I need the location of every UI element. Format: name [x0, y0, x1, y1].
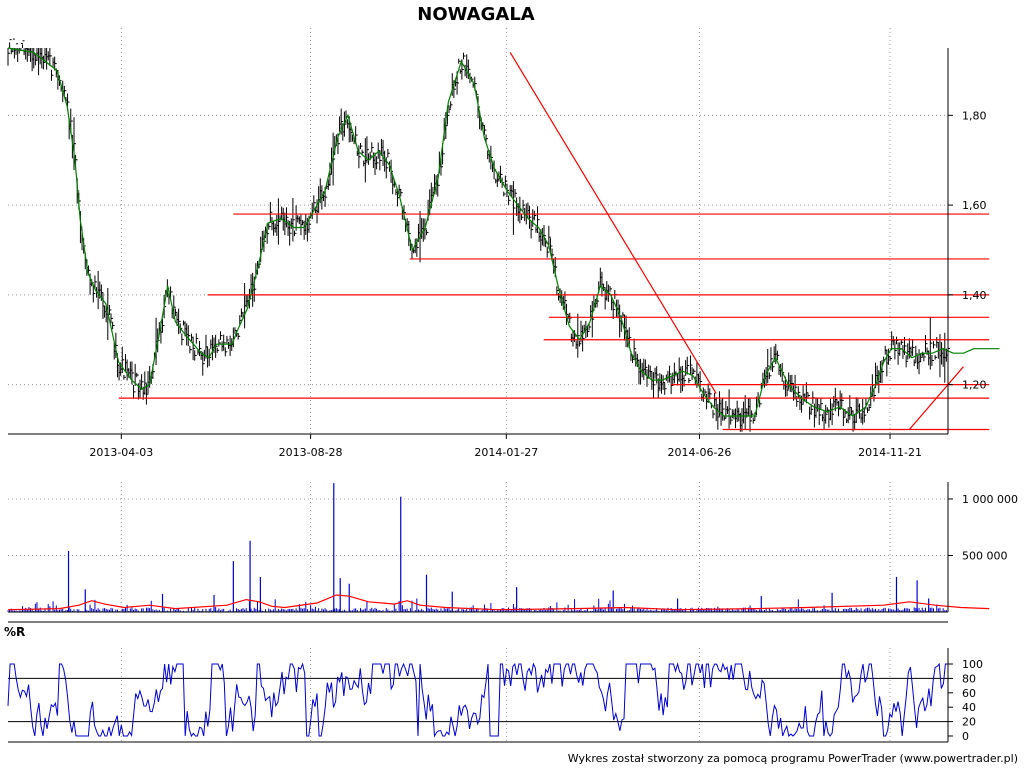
williams-r-tick-label: 40: [962, 701, 976, 714]
williams-r-series-line: [7, 662, 948, 738]
price-x-tick-label: 2013-04-03: [89, 446, 153, 459]
price-grid: [8, 28, 948, 742]
trendlines: [118, 52, 990, 431]
price-x-tick-label: 2014-11-21: [858, 446, 922, 459]
price-y-ticks: 1,20 1,40 1,60 1,80: [948, 109, 987, 392]
williams-r-tick-label: 60: [962, 687, 976, 700]
volume-grid: [8, 498, 948, 556]
williams-r-tick-label: 20: [962, 716, 976, 729]
volume-average-line: [7, 594, 990, 611]
williams-r-grid: [8, 677, 948, 723]
trendline: [509, 52, 717, 394]
volume-bars: [7, 483, 949, 612]
williams-r-tick-label: 0: [962, 730, 969, 743]
price-y-tick-label: 1,80: [962, 109, 987, 122]
volume-y-ticks: 500 000 1 000 000: [948, 493, 1018, 562]
volume-average: [7, 594, 990, 611]
volume-y-tick-label: 500 000: [962, 549, 1008, 562]
price-y-tick-label: 1,40: [962, 289, 987, 302]
moving-average-line: [7, 47, 1000, 417]
price-x-tick-label: 2014-01-27: [474, 446, 538, 459]
price-x-ticks: 2013-04-03 2013-08-28 2014-01-27 2014-06-26…: [89, 434, 922, 459]
price-y-tick-label: 1,20: [962, 379, 987, 392]
williams-r-line: [7, 662, 948, 738]
williams-r-label: %R: [4, 625, 25, 639]
chart-title: NOWAGALA: [417, 4, 535, 25]
moving-average: [7, 47, 1000, 417]
volume-panel: 500 000 1 000 000: [7, 482, 1018, 613]
price-y-tick-label: 1,60: [962, 199, 987, 212]
williams-r-tick-label: 80: [962, 672, 976, 685]
price-panel: 1,201,401,601,80 2013-04-03 2013-08-28 201…: [7, 28, 1000, 742]
price-x-tick-label: 2013-08-28: [279, 446, 343, 459]
footer-credit: Wykres został stworzony za pomocą progra…: [568, 752, 1018, 765]
price-bars: [7, 38, 950, 432]
williams-r-tick-label: 100: [962, 658, 983, 671]
volume-y-tick-label: 1 000 000: [962, 493, 1018, 506]
price-x-tick-label: 2014-06-26: [668, 446, 732, 459]
